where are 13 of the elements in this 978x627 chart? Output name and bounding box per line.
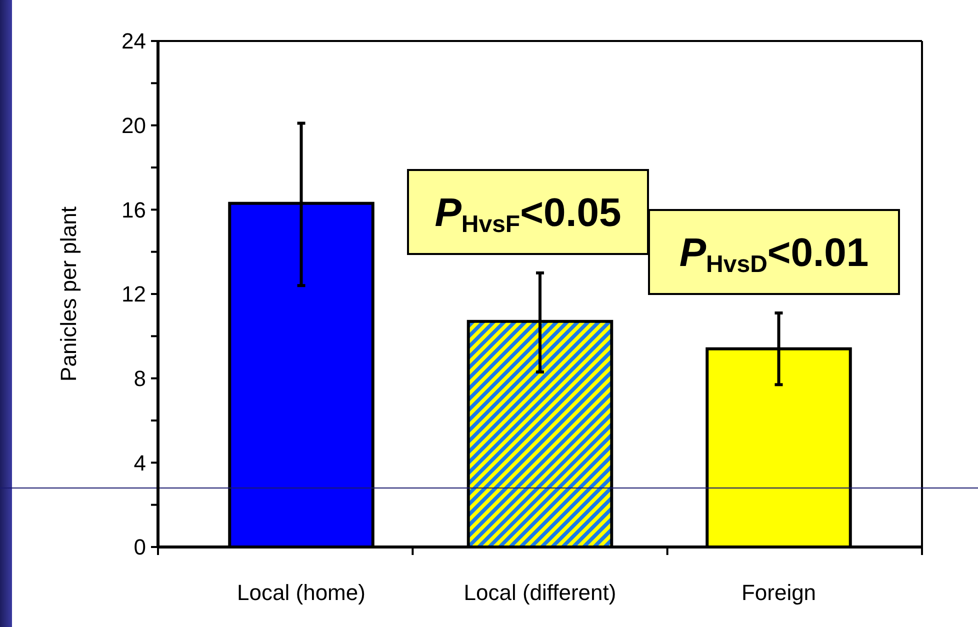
y-axis-title: Panicles per plant xyxy=(56,206,81,382)
y-tick-label: 20 xyxy=(122,113,146,138)
y-tick-label: 12 xyxy=(122,282,146,307)
x-tick-label: Foreign xyxy=(741,580,816,605)
y-tick-label: 4 xyxy=(134,450,146,476)
annotation: P$_{HvsF}$<0.05 xyxy=(434,191,622,238)
y-tick-label: 24 xyxy=(122,28,146,54)
x-tick-label: Local (home) xyxy=(237,580,366,605)
y-tick-label: 8 xyxy=(134,366,146,392)
x-tick-label: Local (different) xyxy=(464,580,616,605)
annotation: P$_{HvsD}$<0.01 xyxy=(679,231,869,278)
y-tick-label: 16 xyxy=(122,197,146,222)
y-tick-label: 0 xyxy=(134,534,146,560)
